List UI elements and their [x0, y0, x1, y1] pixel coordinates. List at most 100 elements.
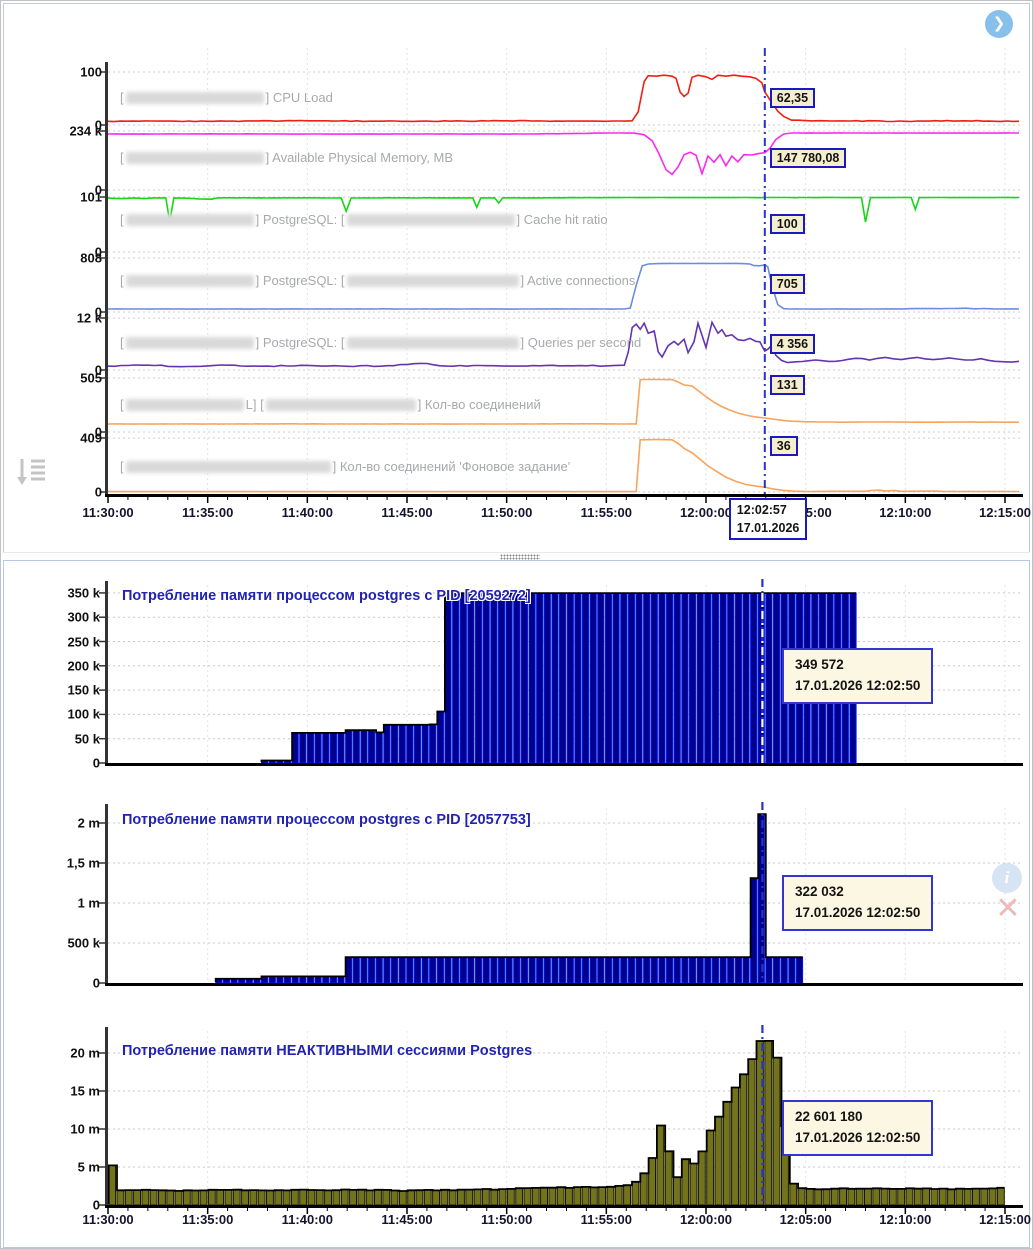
bar — [988, 1187, 997, 1206]
bar — [589, 956, 597, 984]
bar — [972, 1188, 980, 1206]
bar-chart-tooltip-3: 22 601 180 17.01.2026 12:02:50 — [782, 1100, 934, 1156]
bar-chart-tooltip-2: 322 032 17.01.2026 12:02:50 — [782, 875, 934, 931]
bar-top-profile — [214, 813, 803, 982]
bar-charts-panel[interactable]: i ✕ 350 k 300 k 250 k 200 k 150 k 100 k 50 k 0 П… — [3, 560, 1031, 1248]
y-axis-label: 20 m — [70, 1045, 100, 1061]
x-axis-label: 11:30:00 — [82, 1212, 134, 1227]
bar — [133, 1189, 142, 1206]
bar — [390, 724, 399, 764]
bar — [360, 729, 368, 764]
bar — [436, 956, 444, 984]
bar — [681, 956, 689, 984]
bar — [566, 956, 574, 984]
legend-text: [ — [120, 90, 124, 105]
y-axis-zero-label: 0 — [94, 244, 102, 260]
bar — [548, 1187, 557, 1206]
bar-chart-title-2: Потребление памяти процессом postgres с … — [122, 812, 531, 828]
bar — [772, 1057, 781, 1206]
x-axis-line — [105, 1205, 1023, 1208]
bar — [627, 956, 635, 984]
bar-chart-tooltip-1: 349 572 17.01.2026 12:02:50 — [782, 648, 934, 704]
bar — [704, 956, 712, 984]
bar — [306, 975, 315, 984]
cursor-time: 12:02:57 — [736, 503, 787, 517]
bar — [174, 1190, 183, 1206]
bar — [540, 1187, 548, 1206]
bar — [864, 1188, 872, 1206]
y-axis-label: 15 m — [70, 1083, 100, 1099]
legend-collapse-icon[interactable] — [14, 453, 48, 489]
y-axis-label: 150 k — [67, 682, 100, 698]
expand-panel-button[interactable]: ❯ — [985, 10, 1013, 38]
splitter-grip[interactable] — [500, 554, 540, 560]
legend-item-4[interactable]: [] PostgreSQL: [] Active connections — [120, 273, 635, 289]
redacted-label — [346, 336, 519, 349]
bar — [565, 1187, 573, 1206]
y-axis-spine — [105, 804, 108, 983]
bar-top-profile — [107, 1040, 1005, 1204]
x-axis-label: 12:10:00 — [879, 1212, 932, 1227]
bar — [681, 1158, 690, 1206]
tooltip-datetime: 17.01.2026 12:02:50 — [795, 1129, 921, 1145]
bar — [290, 1189, 299, 1206]
legend-item-2[interactable]: [] Available Physical Memory, MB — [120, 150, 453, 166]
bar — [742, 592, 750, 764]
bar — [459, 592, 467, 764]
cursor-date: 17.01.2026 — [736, 521, 800, 536]
bar — [282, 1189, 291, 1206]
bar — [322, 732, 330, 764]
bar — [257, 1189, 266, 1206]
redacted-label — [125, 213, 254, 226]
y-axis-max-label: 409 — [80, 430, 102, 446]
bar — [523, 1187, 532, 1206]
legend-item-5[interactable]: [] PostgreSQL: [] Queries per second — [120, 335, 641, 351]
line-chart-panel[interactable]: ❯ 100 0[] CPU Load 234 k 0[] Available Phys… — [3, 3, 1031, 554]
bar — [566, 592, 574, 764]
bar — [383, 724, 391, 764]
close-icon[interactable]: ✕ — [995, 892, 1021, 925]
bar — [714, 1116, 723, 1206]
bar — [306, 732, 315, 764]
cursor-timestamp-box: 12:02:57 17.01.2026 — [728, 498, 808, 541]
bar — [574, 956, 582, 984]
x-axis-label: 11:50:00 — [480, 1212, 533, 1227]
bar — [739, 1073, 748, 1206]
bar — [543, 956, 551, 984]
multi-series-line-chart[interactable] — [4, 4, 1027, 551]
bar — [689, 1163, 698, 1206]
cursor-value-box: 131 — [769, 374, 805, 395]
bar — [727, 956, 735, 984]
legend-item-3[interactable]: [] PostgreSQL: [] Cache hit ratio — [120, 212, 608, 228]
info-icon[interactable]: i — [992, 863, 1022, 893]
bar — [365, 1189, 374, 1206]
x-axis-label: 12:00:00 — [679, 505, 733, 520]
bar — [432, 1189, 441, 1206]
legend-item-1[interactable]: [] CPU Load — [120, 90, 333, 106]
bar — [880, 1188, 889, 1206]
bar — [429, 723, 437, 764]
bar — [299, 1189, 308, 1206]
legend-item-7[interactable]: [] Кол-во соединений 'Фоновое задание' — [120, 459, 570, 475]
bar — [268, 975, 276, 984]
bar — [415, 1189, 424, 1206]
redacted-label — [125, 398, 244, 411]
legend-text: [ — [120, 397, 124, 412]
bar — [406, 724, 414, 764]
legend-text: ] PostgreSQL: [ — [255, 273, 345, 288]
bar — [780, 956, 788, 984]
bar — [490, 956, 498, 984]
bar — [383, 956, 391, 984]
bar — [531, 1187, 540, 1206]
x-axis-label: 11:40:00 — [281, 1212, 333, 1227]
bar — [551, 956, 559, 984]
x-axis-label: 11:35:00 — [181, 505, 234, 520]
bar — [324, 1189, 333, 1206]
bar — [795, 956, 804, 984]
bar — [141, 1189, 150, 1206]
bar-series-2 — [215, 813, 804, 984]
bar — [612, 956, 620, 984]
y-axis-max-label: 505 — [80, 370, 102, 386]
legend-item-6[interactable]: [L] [] Кол-во соединений — [120, 397, 541, 413]
